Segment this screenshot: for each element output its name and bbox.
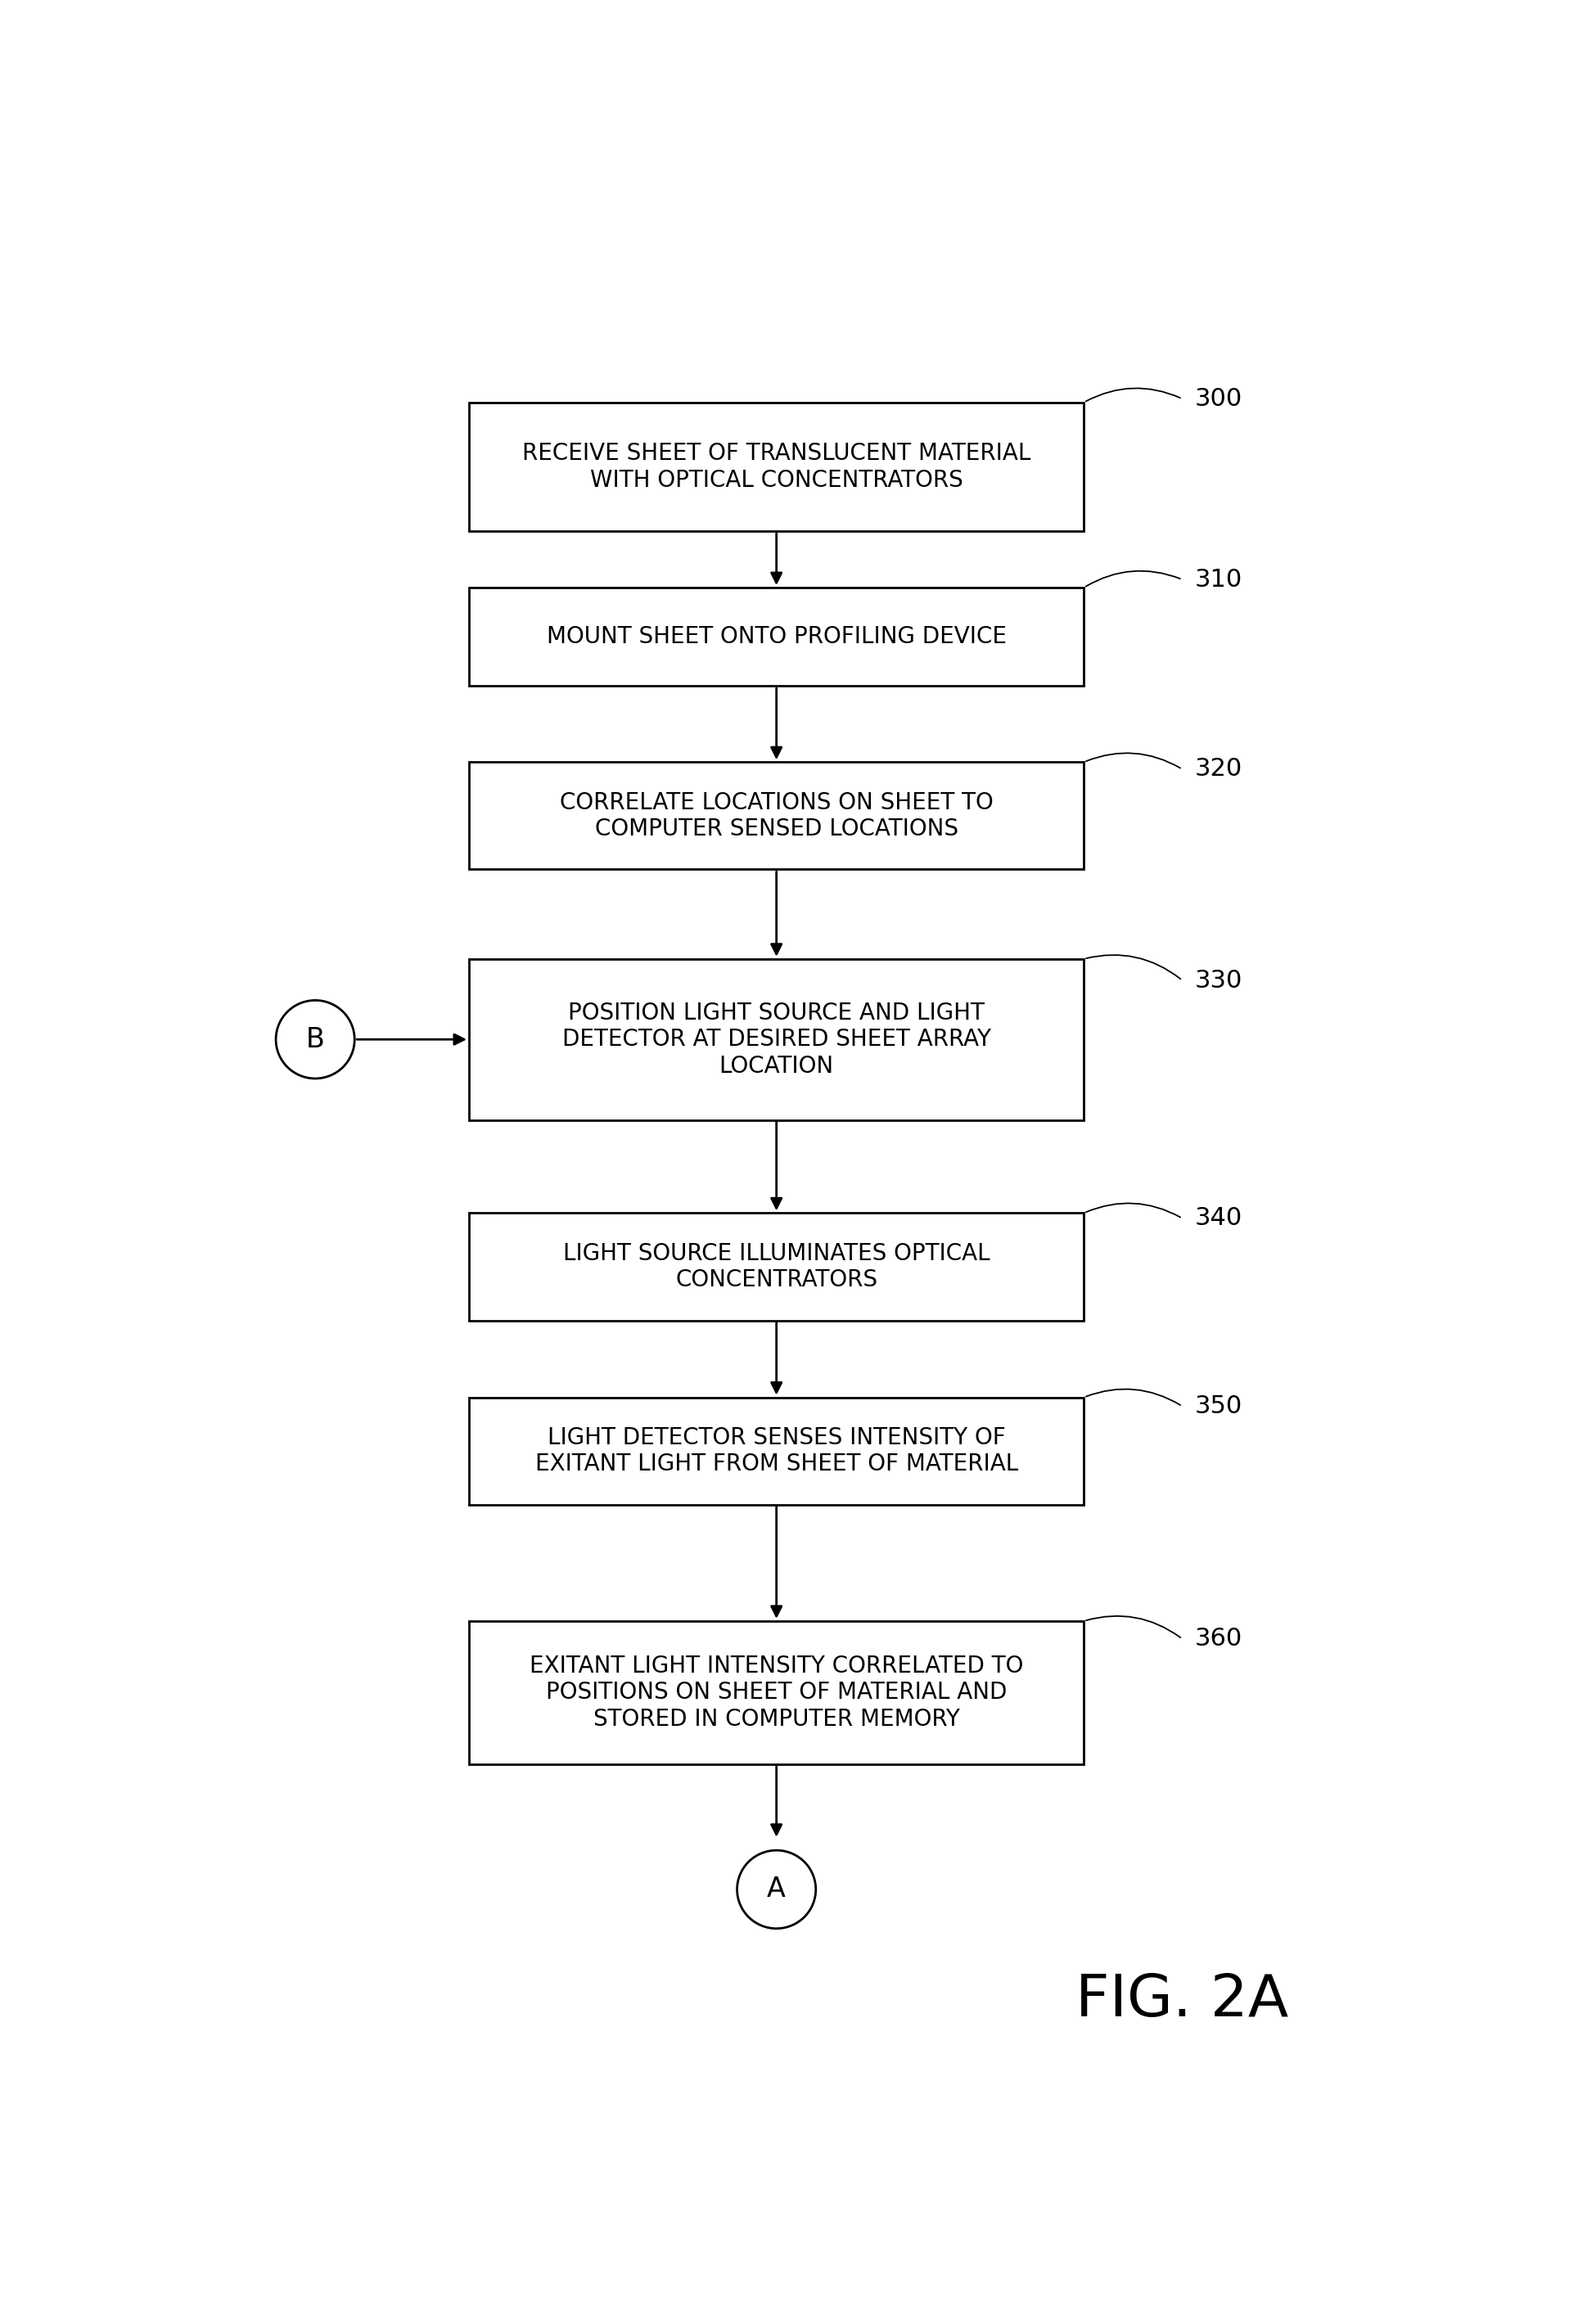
Text: LIGHT DETECTOR SENSES INTENSITY OF
EXITANT LIGHT FROM SHEET OF MATERIAL: LIGHT DETECTOR SENSES INTENSITY OF EXITA… bbox=[535, 1427, 1017, 1476]
Text: 320: 320 bbox=[1195, 758, 1243, 781]
Text: EXITANT LIGHT INTENSITY CORRELATED TO
POSITIONS ON SHEET OF MATERIAL AND
STORED : EXITANT LIGHT INTENSITY CORRELATED TO PO… bbox=[530, 1655, 1024, 1731]
FancyBboxPatch shape bbox=[470, 1213, 1084, 1320]
Ellipse shape bbox=[276, 999, 354, 1078]
FancyBboxPatch shape bbox=[470, 1622, 1084, 1764]
Text: A: A bbox=[767, 1875, 786, 1903]
FancyBboxPatch shape bbox=[470, 402, 1084, 532]
FancyBboxPatch shape bbox=[470, 960, 1084, 1120]
FancyBboxPatch shape bbox=[470, 588, 1084, 686]
Text: 330: 330 bbox=[1195, 969, 1243, 992]
Text: FIG. 2A: FIG. 2A bbox=[1076, 1973, 1289, 2029]
FancyBboxPatch shape bbox=[470, 1397, 1084, 1504]
Ellipse shape bbox=[736, 1850, 816, 1929]
Text: 340: 340 bbox=[1195, 1206, 1243, 1229]
Text: POSITION LIGHT SOURCE AND LIGHT
DETECTOR AT DESIRED SHEET ARRAY
LOCATION: POSITION LIGHT SOURCE AND LIGHT DETECTOR… bbox=[562, 1002, 990, 1078]
Text: MOUNT SHEET ONTO PROFILING DEVICE: MOUNT SHEET ONTO PROFILING DEVICE bbox=[546, 625, 1006, 648]
Text: RECEIVE SHEET OF TRANSLUCENT MATERIAL
WITH OPTICAL CONCENTRATORS: RECEIVE SHEET OF TRANSLUCENT MATERIAL WI… bbox=[522, 442, 1030, 490]
Text: 300: 300 bbox=[1195, 386, 1243, 411]
Text: B: B bbox=[306, 1025, 325, 1053]
FancyBboxPatch shape bbox=[470, 762, 1084, 869]
Text: CORRELATE LOCATIONS ON SHEET TO
COMPUTER SENSED LOCATIONS: CORRELATE LOCATIONS ON SHEET TO COMPUTER… bbox=[560, 790, 993, 841]
Text: LIGHT SOURCE ILLUMINATES OPTICAL
CONCENTRATORS: LIGHT SOURCE ILLUMINATES OPTICAL CONCENT… bbox=[563, 1241, 990, 1292]
Text: 310: 310 bbox=[1195, 567, 1243, 590]
Text: 360: 360 bbox=[1195, 1627, 1243, 1650]
Text: 350: 350 bbox=[1195, 1394, 1243, 1418]
